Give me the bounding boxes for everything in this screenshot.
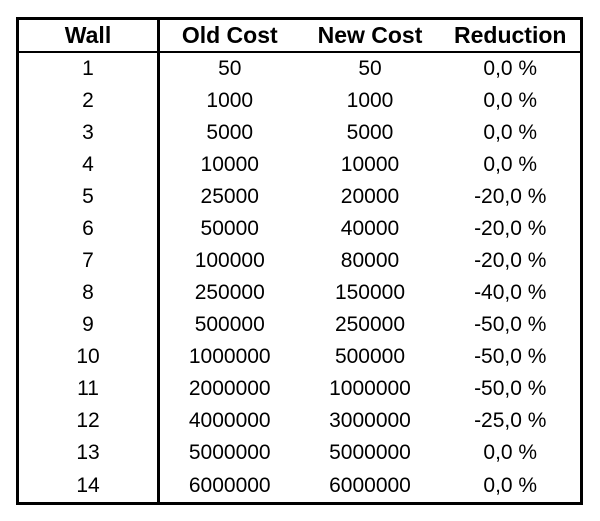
cell-wall: 3 xyxy=(17,117,160,150)
cell-wall: 8 xyxy=(17,277,160,310)
cell-wall: 9 xyxy=(17,309,160,342)
cell-reduction: 0,0 % xyxy=(483,473,538,497)
header-new-cost: New Cost xyxy=(299,18,441,53)
cell-new-cost: 50 xyxy=(358,57,382,81)
cell-wall: 5 xyxy=(17,181,160,214)
cell-reduction: 0,0 % xyxy=(483,121,538,145)
cell-old-cost: 1000 xyxy=(206,89,254,113)
table-row: 5 25000 20000 -20,0 % xyxy=(17,181,582,214)
table-row: 11 2000000 1000000 -50,0 % xyxy=(17,373,582,406)
cell-old-cost: 100000 xyxy=(194,249,265,273)
cell-reduction: -50,0 % xyxy=(474,377,547,401)
header-row: Wall Old Cost New Cost Reduction xyxy=(17,18,582,53)
cell-old-cost: 250000 xyxy=(194,281,265,305)
table-row: 10 1000000 500000 -50,0 % xyxy=(17,341,582,374)
cell-reduction: 0,0 % xyxy=(483,89,538,113)
cell-reduction: -20,0 % xyxy=(474,249,547,273)
cell-new-cost: 5000 xyxy=(346,121,394,145)
cell-reduction: -50,0 % xyxy=(474,345,547,369)
cell-old-cost: 50000 xyxy=(200,217,259,241)
cell-old-cost: 6000000 xyxy=(188,473,271,497)
cell-new-cost: 80000 xyxy=(340,249,400,273)
header-reduction: Reduction xyxy=(440,18,582,53)
cell-wall: 11 xyxy=(17,373,160,406)
cell-reduction: -25,0 % xyxy=(474,409,547,433)
cell-old-cost: 5000000 xyxy=(188,441,271,465)
cell-old-cost: 25000 xyxy=(200,185,259,209)
cell-wall: 6 xyxy=(17,213,160,246)
cell-new-cost: 150000 xyxy=(334,281,406,305)
cell-new-cost: 6000000 xyxy=(329,473,411,497)
cell-wall: 2 xyxy=(17,85,160,118)
cell-old-cost: 50 xyxy=(218,57,242,81)
cell-new-cost: 10000 xyxy=(340,153,400,177)
table-header: Wall Old Cost New Cost Reduction xyxy=(17,18,582,53)
cell-reduction: 0,0 % xyxy=(483,153,538,177)
cell-wall: 4 xyxy=(17,149,160,182)
cell-old-cost: 10000 xyxy=(200,153,259,177)
cell-new-cost: 500000 xyxy=(334,345,406,369)
header-old-cost: Old Cost xyxy=(158,18,300,53)
table-row: 2 1000 1000 0,0 % xyxy=(17,85,582,118)
cell-wall: 10 xyxy=(17,341,160,374)
cell-reduction: 0,0 % xyxy=(483,441,538,465)
cell-old-cost: 2000000 xyxy=(188,377,271,401)
cell-new-cost: 3000000 xyxy=(329,409,411,433)
cell-old-cost: 5000 xyxy=(206,121,254,145)
cell-old-cost: 4000000 xyxy=(188,409,271,433)
cell-wall: 7 xyxy=(17,245,160,278)
table-row: 9 500000 250000 -50,0 % xyxy=(17,309,582,342)
cell-new-cost: 40000 xyxy=(340,217,400,241)
table-row: 7 100000 80000 -20,0 % xyxy=(17,245,582,278)
cell-reduction: -50,0 % xyxy=(474,313,547,337)
cell-reduction: -40,0 % xyxy=(474,281,547,305)
cell-new-cost: 250000 xyxy=(334,313,406,337)
cell-reduction: 0,0 % xyxy=(483,57,538,81)
cell-reduction: -20,0 % xyxy=(474,217,547,241)
cell-new-cost: 20000 xyxy=(340,185,400,209)
cell-wall: 12 xyxy=(17,405,160,438)
table-row: 12 4000000 3000000 -25,0 % xyxy=(17,405,582,438)
table-body: 1 50 50 0,0 % 2 1000 1000 0,0 % 3 5000 5000 0,0 % 4 1… xyxy=(17,52,582,504)
table-row: 6 50000 40000 -20,0 % xyxy=(17,213,582,246)
cell-wall: 13 xyxy=(17,437,160,470)
header-wall: Wall xyxy=(17,18,160,53)
cell-new-cost: 1000000 xyxy=(329,377,411,401)
table-row: 14 6000000 6000000 0,0 % xyxy=(17,469,582,504)
table-row: 13 5000000 5000000 0,0 % xyxy=(17,437,582,470)
cell-wall: 1 xyxy=(17,52,160,86)
cell-reduction: -20,0 % xyxy=(474,185,547,209)
cell-wall: 14 xyxy=(17,469,160,504)
cell-old-cost: 500000 xyxy=(194,313,265,337)
table-row: 8 250000 150000 -40,0 % xyxy=(17,277,582,310)
cell-new-cost: 5000000 xyxy=(329,441,411,465)
cell-new-cost: 1000 xyxy=(346,89,394,113)
table-row: 3 5000 5000 0,0 % xyxy=(17,117,582,150)
table-row: 4 10000 10000 0,0 % xyxy=(17,149,582,182)
wall-cost-table: Wall Old Cost New Cost Reduction 1 50 50 0,… xyxy=(16,17,583,505)
cell-old-cost: 1000000 xyxy=(188,345,271,369)
table-row: 1 50 50 0,0 % xyxy=(17,52,582,86)
